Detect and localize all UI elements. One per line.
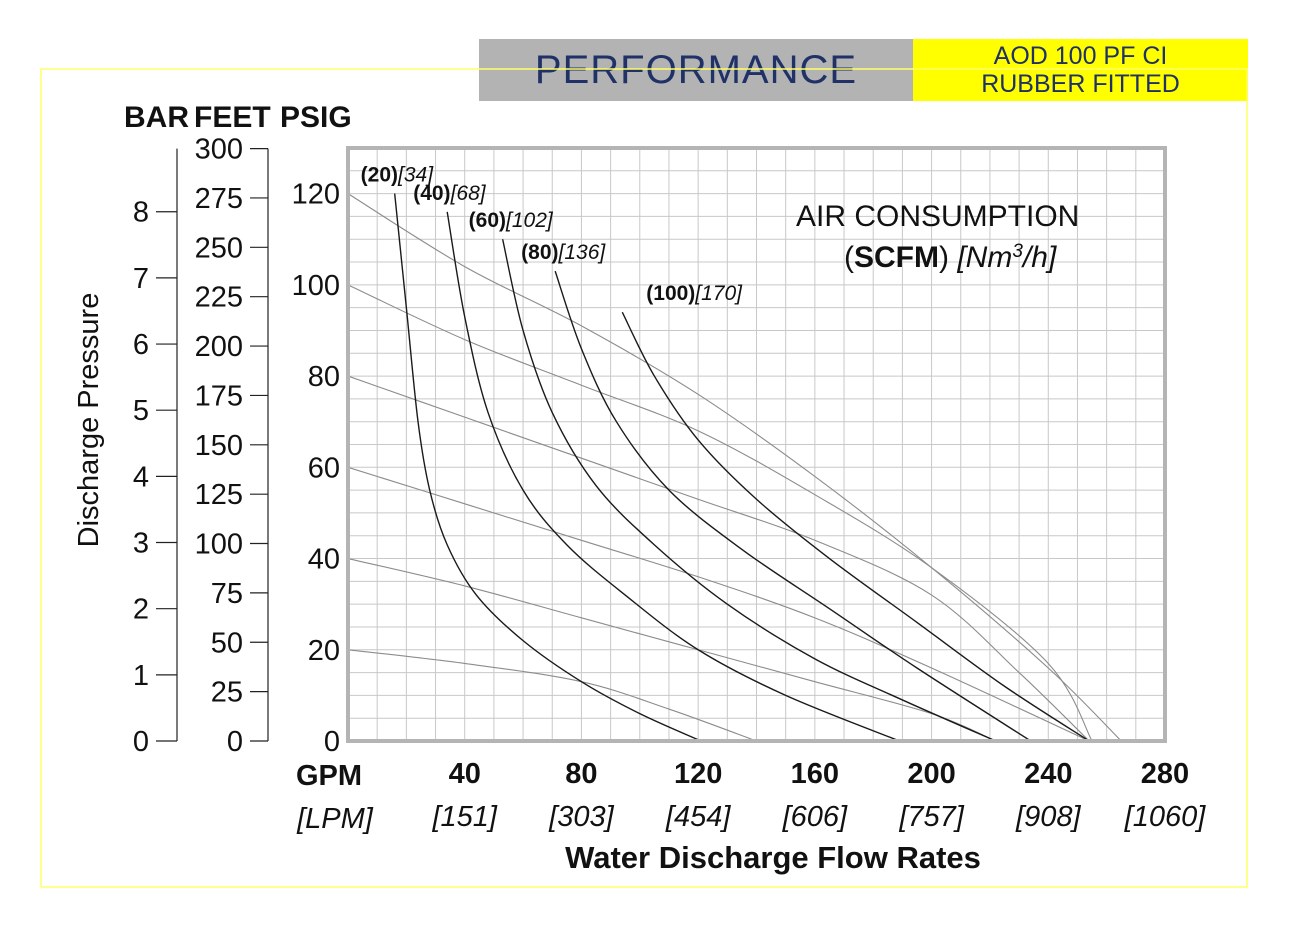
air-curve-label-metric: [34] <box>397 164 434 187</box>
axes <box>156 147 269 742</box>
air-curve-label-metric: [102] <box>505 209 554 232</box>
x-tick-label: 120 <box>674 758 722 790</box>
air-units-part: ( <box>844 241 854 274</box>
air-curve-label: (60)[102] <box>469 209 554 232</box>
air-curve-4 <box>554 270 1032 742</box>
head-curve-1 <box>347 193 1122 742</box>
air-units-part <box>949 241 957 274</box>
model-banner: AOD 100 PF CI RUBBER FITTED <box>913 39 1248 101</box>
x-tick-label-alt: [1060] <box>1124 801 1207 833</box>
y-axis-label: Discharge Pressure <box>73 293 105 548</box>
head-curve-4 <box>347 466 1090 742</box>
air-curve-label: (80)[136] <box>521 241 606 264</box>
feet-axis-header: FEET <box>194 101 271 134</box>
air-curve-3 <box>501 239 997 742</box>
air-curve-label-metric: [68] <box>450 182 487 205</box>
x-unit-label: GPM <box>296 760 362 792</box>
psig-tick-label: 100 <box>292 270 340 302</box>
head-curve-3 <box>347 375 1090 742</box>
bar-tick-label: 2 <box>133 594 149 626</box>
psig-axis-header: PSIG <box>280 101 352 134</box>
x-tick-label-alt: [454] <box>665 801 731 833</box>
bar-axis-header: BAR <box>124 101 189 134</box>
air-consumption-title: AIR CONSUMPTION <box>796 200 1079 233</box>
x-tick-label: 80 <box>565 758 597 790</box>
x-tick-label: 200 <box>907 758 955 790</box>
feet-tick-label: 75 <box>211 578 243 610</box>
bar-tick-label: 5 <box>133 395 149 427</box>
air-units-part: /h] <box>1021 241 1057 274</box>
x-tick-label-alt: [908] <box>1015 801 1081 833</box>
x-unit-label-alt: [LPM] <box>296 803 374 835</box>
model-variant: RUBBER FITTED <box>981 70 1180 98</box>
psig-tick-label: 80 <box>308 361 340 393</box>
feet-tick-label: 50 <box>211 627 243 659</box>
x-tick-label: 240 <box>1024 758 1072 790</box>
feet-tick-label: 225 <box>195 282 243 314</box>
psig-tick-label: 20 <box>308 635 340 667</box>
feet-tick-label: 25 <box>211 677 243 709</box>
air-curve-label-scfm: (100) <box>646 282 695 305</box>
air-consumption-units: (SCFM) [Nm3/h] <box>844 241 1057 275</box>
bar-tick-label: 8 <box>133 197 149 229</box>
air-curve-label: (100)[170] <box>646 282 743 305</box>
x-tick-label-alt: [303] <box>548 801 614 833</box>
bar-tick-label: 6 <box>133 329 149 361</box>
bar-tick-label: 4 <box>133 461 149 493</box>
head-curves <box>347 193 1122 742</box>
feet-tick-label: 275 <box>195 183 243 215</box>
chart-labels: (20)[34](40)[68](60)[102](80)[136](100)[… <box>73 101 1206 875</box>
feet-tick-label: 175 <box>195 380 243 412</box>
outer-frame <box>40 68 1248 888</box>
air-curve-label-scfm: (20) <box>361 164 398 187</box>
air-curve-label-scfm: (80) <box>521 241 558 264</box>
feet-tick-label: 125 <box>195 479 243 511</box>
feet-tick-label: 0 <box>227 726 243 758</box>
air-curve-2 <box>446 211 900 742</box>
x-tick-label-alt: [606] <box>782 801 848 833</box>
air-units-part: 3 <box>1012 241 1023 262</box>
air-units-part: ) <box>939 241 949 274</box>
air-curve-label: (40)[68] <box>413 182 487 205</box>
air-curve-5 <box>621 311 1090 742</box>
feet-tick-label: 150 <box>195 430 243 462</box>
bar-tick-label: 3 <box>133 528 149 560</box>
air-curve-label-metric: [170] <box>694 282 743 305</box>
x-tick-label-alt: [151] <box>431 801 497 833</box>
feet-tick-label: 100 <box>195 529 243 561</box>
bar-tick-label: 0 <box>133 726 149 758</box>
air-curve-label-metric: [136] <box>558 241 607 264</box>
psig-tick-label: 0 <box>324 726 340 758</box>
feet-tick-label: 300 <box>195 134 243 166</box>
plot-border <box>346 146 1167 743</box>
feet-tick-label: 200 <box>195 331 243 363</box>
air-curve-label: (20)[34] <box>361 164 435 187</box>
feet-tick-label: 250 <box>195 232 243 264</box>
air-curve-label-scfm: (60) <box>469 209 506 232</box>
air-curve-1 <box>393 193 702 742</box>
x-tick-label-alt: [757] <box>898 801 964 833</box>
air-units-part: [Nm <box>956 241 1012 274</box>
air-curves <box>393 193 1090 742</box>
air-curve-label-scfm: (40) <box>413 182 450 205</box>
bar-tick-label: 1 <box>133 660 149 692</box>
x-tick-label: 160 <box>791 758 839 790</box>
bar-tick-label: 7 <box>133 263 149 295</box>
model-name: AOD 100 PF CI <box>993 42 1168 70</box>
air-units-part: SCFM <box>854 241 939 274</box>
x-tick-label: 280 <box>1141 758 1189 790</box>
x-axis-label: Water Discharge Flow Rates <box>565 840 981 875</box>
chart-grid <box>348 148 1165 741</box>
psig-tick-label: 60 <box>308 452 340 484</box>
head-curve-2 <box>347 284 1093 742</box>
psig-tick-label: 40 <box>308 544 340 576</box>
psig-tick-label: 120 <box>292 179 340 211</box>
x-tick-label: 40 <box>449 758 481 790</box>
